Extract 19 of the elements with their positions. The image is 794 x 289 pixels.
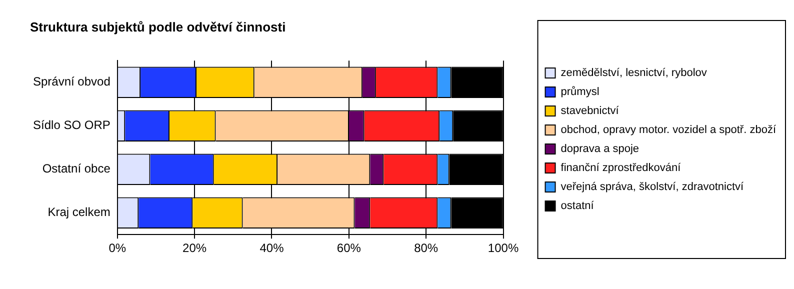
x-tick-label: 100% bbox=[488, 241, 519, 256]
chart-title: Struktura subjektů podle odvětví činnosti bbox=[30, 19, 286, 34]
legend-label: stavebnictví bbox=[560, 105, 620, 118]
x-tick-label: 60% bbox=[336, 241, 362, 256]
y-tick-label: Ostatní obce bbox=[42, 162, 111, 176]
x-tick-label: 0% bbox=[108, 241, 126, 256]
legend-label: finanční zprostředkování bbox=[560, 162, 682, 174]
legend-label: průmysl bbox=[560, 86, 600, 98]
legend-label: ostatní bbox=[560, 200, 595, 212]
y-tick-label: Sídlo SO ORP bbox=[33, 118, 110, 132]
x-tick-label: 40% bbox=[260, 241, 284, 256]
y-tick-label: Správní obvod bbox=[32, 74, 110, 89]
legend-label: doprava a spoje bbox=[560, 143, 640, 156]
x-tick-label: 20% bbox=[182, 241, 207, 256]
legend-label: zemědělství, lesnictví, rybolov bbox=[560, 67, 708, 80]
legend-label: obchod, opravy motor. vozidel a spotř. zboží bbox=[560, 124, 777, 136]
legend-label: veřejná správa, školství, zdravotnictví bbox=[560, 181, 745, 194]
x-tick-label: 80% bbox=[414, 241, 438, 256]
y-tick-label: Kraj celkem bbox=[48, 205, 110, 220]
